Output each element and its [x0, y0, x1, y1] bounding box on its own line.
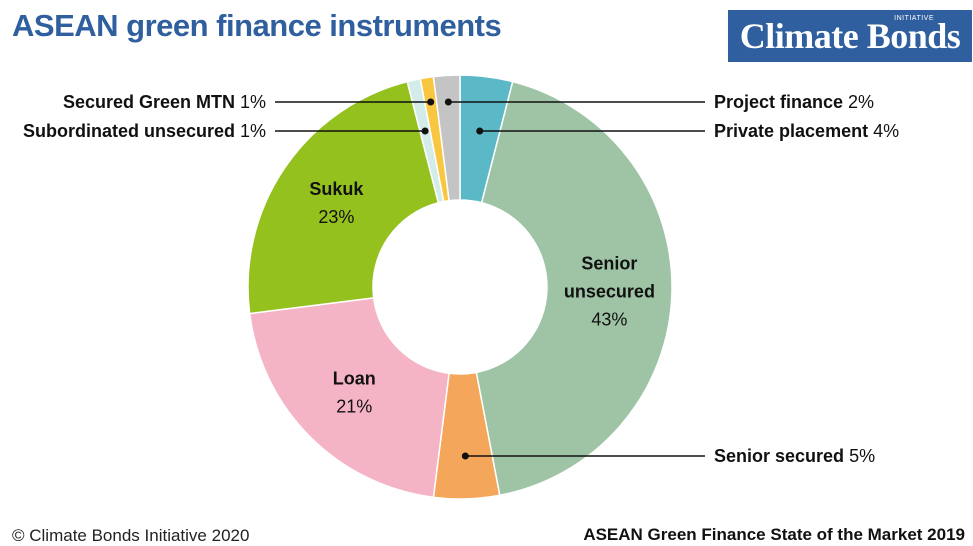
inside-label-sukuk-name: Sukuk: [309, 179, 364, 199]
inside-label-loan-pct: 21%: [336, 397, 372, 417]
inside-label-senior-unsecured-pct: 43%: [591, 310, 627, 330]
inside-label-loan-name: Loan: [333, 369, 376, 389]
callout-secured-green-mtn-label: Secured Green MTN 1%: [63, 92, 266, 112]
callout-private-placement-label: Private placement 4%: [714, 121, 899, 141]
slice-senior-unsecured: [475, 80, 673, 497]
chart-title: ASEAN green finance instruments: [12, 8, 502, 43]
inside-label-sukuk-pct: 23%: [318, 207, 354, 227]
slice-loan: [248, 297, 450, 499]
callout-project-finance-label: Project finance 2%: [714, 92, 874, 112]
source-text: ASEAN Green Finance State of the Market …: [583, 525, 965, 544]
logo-text: Climate Bonds: [739, 16, 961, 56]
inside-label-senior-unsecured-name: unsecured: [564, 282, 655, 302]
slice-sukuk: [247, 80, 440, 315]
copyright-text: © Climate Bonds Initiative 2020: [12, 526, 250, 545]
slice-project-finance: [432, 74, 461, 202]
inside-label-senior-unsecured-name: Senior: [581, 254, 637, 274]
callout-subordinated-unsecured-label: Subordinated unsecured 1%: [23, 121, 266, 141]
logo-superscript: INITIATIVE: [894, 15, 934, 22]
callout-senior-secured-label: Senior secured 5%: [714, 446, 875, 466]
climate-bonds-logo: Climate Bonds INITIATIVE: [728, 10, 972, 62]
